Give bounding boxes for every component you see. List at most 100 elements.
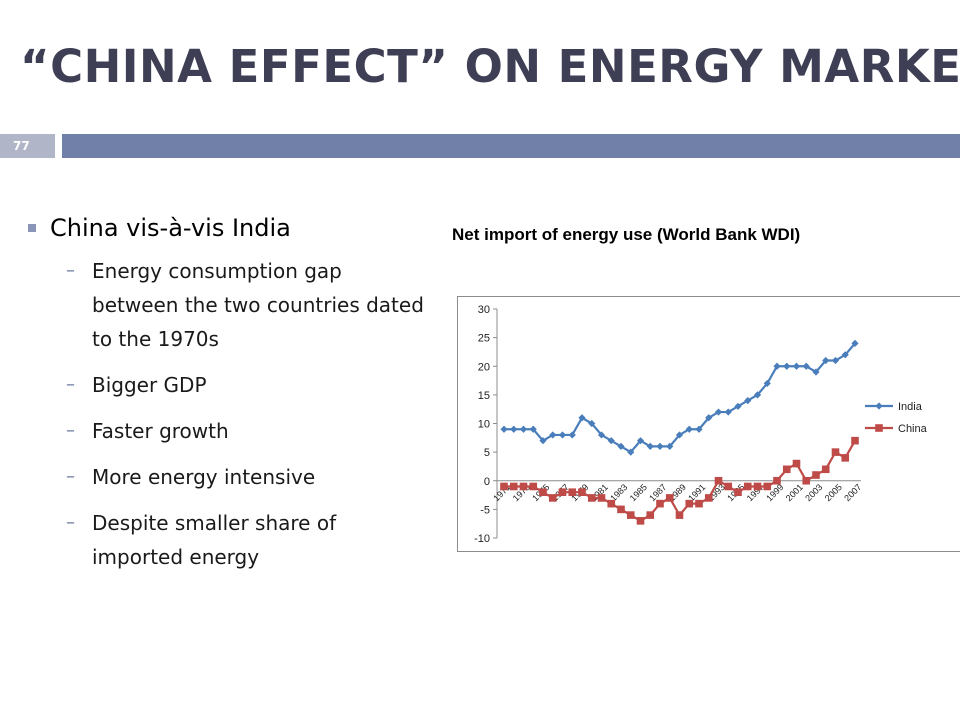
india-data-point xyxy=(773,362,781,370)
legend-marker-india xyxy=(875,402,883,410)
china-data-point xyxy=(812,471,820,479)
china-data-point xyxy=(734,488,742,496)
legend-label-china: China xyxy=(898,423,928,435)
china-data-point xyxy=(548,494,557,502)
india-data-point xyxy=(792,362,801,370)
bullet-main-text: China vis-à-vis India xyxy=(50,214,291,242)
sub-bullet-list: – Energy consumption gap between the two … xyxy=(28,254,428,574)
india-data-point xyxy=(558,431,567,439)
china-data-point xyxy=(607,499,616,508)
india-data-point xyxy=(753,391,762,399)
china-data-point xyxy=(636,517,645,525)
india-data-point xyxy=(510,425,518,433)
y-tick-label: 5 xyxy=(484,447,490,459)
x-tick-label: 2001 xyxy=(784,482,805,503)
y-tick-label: -5 xyxy=(480,504,490,516)
y-tick-label: 25 xyxy=(478,333,490,345)
india-data-point xyxy=(783,362,791,370)
x-tick-label: 2007 xyxy=(842,482,863,503)
china-data-point xyxy=(578,488,586,496)
legend-label-india: India xyxy=(898,401,923,413)
india-data-point xyxy=(734,402,742,410)
sub-bullet: – Despite smaller share of imported energ… xyxy=(28,506,428,574)
y-tick-label: 10 xyxy=(478,419,490,431)
sub-bullet-text: Faster growth xyxy=(92,419,229,443)
sub-bullet-text: Energy consumption gap between the two c… xyxy=(92,259,424,351)
dash-bullet-icon: – xyxy=(66,374,75,395)
line-chart: -10-505101520253019711973197519771979198… xyxy=(474,304,928,545)
title-rule-bar xyxy=(62,134,960,158)
china-data-point xyxy=(500,482,508,491)
india-data-point xyxy=(724,408,732,416)
india-data-point xyxy=(597,431,606,439)
y-tick-label: 15 xyxy=(478,390,490,402)
y-tick-label: -10 xyxy=(474,533,490,545)
china-data-point xyxy=(665,494,674,502)
china-data-point xyxy=(792,459,801,468)
india-data-point xyxy=(627,448,635,456)
china-data-point xyxy=(626,511,635,519)
sub-bullet-text: Despite smaller share of imported energy xyxy=(92,511,337,569)
dash-bullet-icon: – xyxy=(66,260,75,281)
china-data-point xyxy=(831,448,840,456)
dash-bullet-icon: – xyxy=(66,420,75,441)
india-data-point xyxy=(549,431,557,439)
china-data-point xyxy=(509,482,518,491)
y-tick-label: 30 xyxy=(478,304,490,316)
x-tick-label: 2005 xyxy=(823,482,844,503)
china-data-point xyxy=(724,482,733,491)
china-data-point xyxy=(539,488,547,496)
china-data-point xyxy=(558,488,567,496)
bullet-main: China vis-à-vis India xyxy=(28,210,428,246)
chart-caption: Net import of energy use (World Bank WDI… xyxy=(452,225,801,244)
india-data-point xyxy=(500,425,508,433)
china-data-point xyxy=(685,499,694,508)
china-data-point xyxy=(851,436,859,445)
china-data-point xyxy=(841,454,850,462)
sub-bullet: – Bigger GDP xyxy=(28,368,428,402)
india-data-point xyxy=(539,437,547,445)
india-data-point xyxy=(636,437,645,445)
india-data-point xyxy=(607,437,615,445)
sub-bullet-text: More energy intensive xyxy=(92,465,316,489)
china-data-point xyxy=(802,476,811,485)
page-number-box xyxy=(0,134,55,158)
china-data-point xyxy=(646,511,655,519)
china-data-point xyxy=(753,482,762,491)
china-data-point xyxy=(587,494,596,502)
y-tick-label: 20 xyxy=(478,361,490,373)
india-data-point xyxy=(656,442,664,450)
slide-title: “CHINA EFFECT” ON ENERGY MARKET xyxy=(20,40,960,93)
china-data-point xyxy=(704,494,713,502)
legend-marker-china xyxy=(875,424,883,432)
y-tick-label: 0 xyxy=(484,476,490,488)
india-data-point xyxy=(841,351,849,359)
china-data-point xyxy=(617,505,625,514)
china-data-point xyxy=(763,482,772,491)
dash-bullet-icon: – xyxy=(66,466,75,487)
sub-bullet: – More energy intensive xyxy=(28,460,428,494)
china-data-point xyxy=(773,476,781,485)
china-data-point xyxy=(675,511,684,519)
china-data-point xyxy=(695,499,703,508)
china-data-point xyxy=(519,482,528,491)
india-data-point xyxy=(568,431,576,439)
chart-frame xyxy=(457,296,960,552)
india-data-point xyxy=(802,362,810,370)
india-data-point xyxy=(714,408,723,416)
china-data-point xyxy=(821,465,830,474)
china-data-point xyxy=(743,482,752,491)
china-data-point xyxy=(568,488,577,496)
page-number: 77 xyxy=(13,139,30,153)
bullet-list: China vis-à-vis India – Energy consumptio… xyxy=(28,210,428,574)
square-bullet-icon xyxy=(28,224,36,232)
india-data-point xyxy=(519,425,528,433)
china-data-point xyxy=(656,499,664,508)
x-tick-label: 1985 xyxy=(628,482,649,503)
sub-bullet: – Faster growth xyxy=(28,414,428,448)
india-data-point xyxy=(675,431,684,439)
india-data-point xyxy=(588,419,596,428)
china-data-point xyxy=(529,482,538,491)
sub-bullet-text: Bigger GDP xyxy=(92,373,207,397)
china-data-point xyxy=(782,465,791,474)
